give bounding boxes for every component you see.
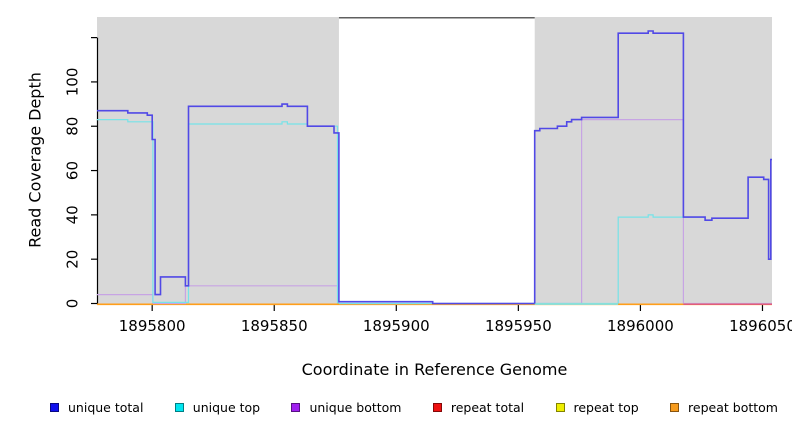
shaded-region	[97, 17, 339, 304]
y-tick-label: 0	[63, 299, 81, 309]
legend-swatch-icon	[291, 403, 301, 412]
legend: unique total unique top unique bottom repea…	[50, 400, 778, 415]
y-tick-label: 80	[63, 117, 81, 136]
legend-label: unique bottom	[309, 400, 402, 415]
x-tick-label: 1896000	[607, 317, 674, 335]
legend-swatch-icon	[50, 403, 59, 412]
legend-swatch-icon	[670, 403, 680, 412]
legend-item-repeat-total: repeat total	[432, 400, 525, 415]
y-axis-title: Read Coverage Depth	[25, 72, 45, 248]
legend-label: repeat total	[450, 400, 525, 415]
legend-swatch-icon	[174, 403, 184, 412]
x-tick-label: 1895900	[363, 317, 430, 335]
y-tick-label: 40	[63, 205, 81, 224]
x-tick-label: 1895800	[119, 317, 186, 335]
x-axis-title: Coordinate in Reference Genome	[301, 360, 568, 379]
x-tick-label: 1896050	[729, 317, 792, 335]
x-tick-label: 1895850	[241, 317, 308, 335]
y-tick-label: 100	[63, 68, 81, 97]
series-unique-total	[97, 30, 772, 305]
x-tick-label: 1895950	[485, 317, 552, 335]
shaded-region	[534, 17, 772, 304]
legend-swatch-icon	[432, 403, 442, 412]
y-tick-label: 20	[63, 250, 81, 269]
legend-label: repeat bottom	[688, 400, 778, 415]
legend-label: repeat top	[573, 400, 639, 415]
legend-swatch-icon	[555, 403, 565, 412]
legend-label: unique total	[68, 400, 144, 415]
legend-item-unique-total: unique total	[50, 400, 143, 415]
y-tick-label: 60	[63, 161, 81, 180]
legend-item-unique-bottom: unique bottom	[291, 400, 402, 415]
legend-item-unique-top: unique top	[174, 400, 261, 415]
legend-label: unique top	[192, 400, 261, 415]
legend-item-repeat-top: repeat top	[555, 400, 639, 415]
legend-item-repeat-bottom: repeat bottom	[670, 400, 778, 415]
